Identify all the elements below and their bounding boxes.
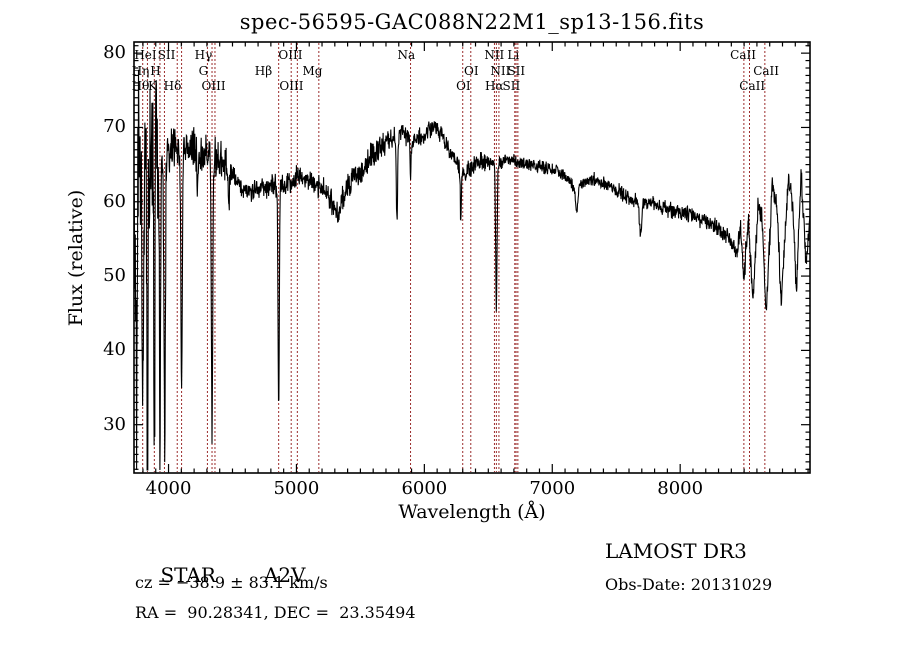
y-tick-label-50: 50 xyxy=(103,265,126,287)
y-tick-label-40: 40 xyxy=(103,339,126,361)
cz-value: cz = −38.9 ± 83.1 km/s xyxy=(135,573,328,592)
line-label-CaII: CaII xyxy=(730,48,757,62)
line-label-H: Hβ xyxy=(254,63,273,78)
line-label-Mg: Mg xyxy=(302,63,323,78)
y-tick-label-80: 80 xyxy=(103,42,126,64)
line-label-G: G xyxy=(198,63,209,78)
plot-box xyxy=(133,41,811,474)
line-label-H: Hγ xyxy=(194,48,213,62)
plot-title: spec-56595-GAC088N22M1_sp13-156.fits xyxy=(239,10,705,34)
x-tick-label-4000: 4000 xyxy=(145,478,192,499)
line-label-Li: Li xyxy=(507,48,520,62)
line-label-CaII: CaII xyxy=(753,63,780,78)
object-class-line: STAR A2V xyxy=(135,539,306,611)
x-tick-label-5000: 5000 xyxy=(273,478,320,499)
line-label-H: Hδ xyxy=(163,79,182,93)
y-tick-label-30: 30 xyxy=(103,413,126,435)
object-subclass: A2V xyxy=(263,563,306,587)
line-label-K: K xyxy=(148,79,158,93)
object-class: STAR xyxy=(160,563,216,587)
line-label-NII: NII xyxy=(490,63,511,78)
line-label-H: Hα xyxy=(485,79,504,93)
survey-release-label: LAMOST DR3 xyxy=(605,539,747,563)
line-label-H: Hη xyxy=(131,63,150,78)
spectrum-trace-flux-spectrum xyxy=(133,69,811,471)
x-axis-label: Wavelength (Å) xyxy=(398,501,546,523)
y-tick-label-60: 60 xyxy=(103,190,126,212)
line-label-OIII: OIII xyxy=(278,48,303,62)
line-label-OIII: OIII xyxy=(201,79,226,93)
line-label-OI: OI xyxy=(463,63,479,78)
line-label-H: Hθ xyxy=(131,79,150,93)
line-label-SII: SII xyxy=(507,63,526,78)
line-label-H: H xyxy=(150,63,161,78)
line-label-CaII: CaII xyxy=(739,79,766,93)
line-label-OIII: OIII xyxy=(279,79,304,93)
y-tick-label-70: 70 xyxy=(103,116,126,138)
line-label-HeI: HeI xyxy=(134,48,157,62)
x-tick-label-6000: 6000 xyxy=(401,478,448,499)
line-label-Na: Na xyxy=(397,48,416,62)
ra-dec-value: RA = 90.28341, DEC = 23.35494 xyxy=(135,603,416,622)
line-label-SII: SII xyxy=(157,48,176,62)
line-label-NII: NII xyxy=(484,48,505,62)
x-tick-label-7000: 7000 xyxy=(529,478,576,499)
line-label-OI: OI xyxy=(456,79,471,93)
x-tick-label-8000: 8000 xyxy=(657,478,704,499)
line-label-SII: SII xyxy=(502,79,521,93)
obs-date-value: Obs-Date: 20131029 xyxy=(605,575,773,594)
